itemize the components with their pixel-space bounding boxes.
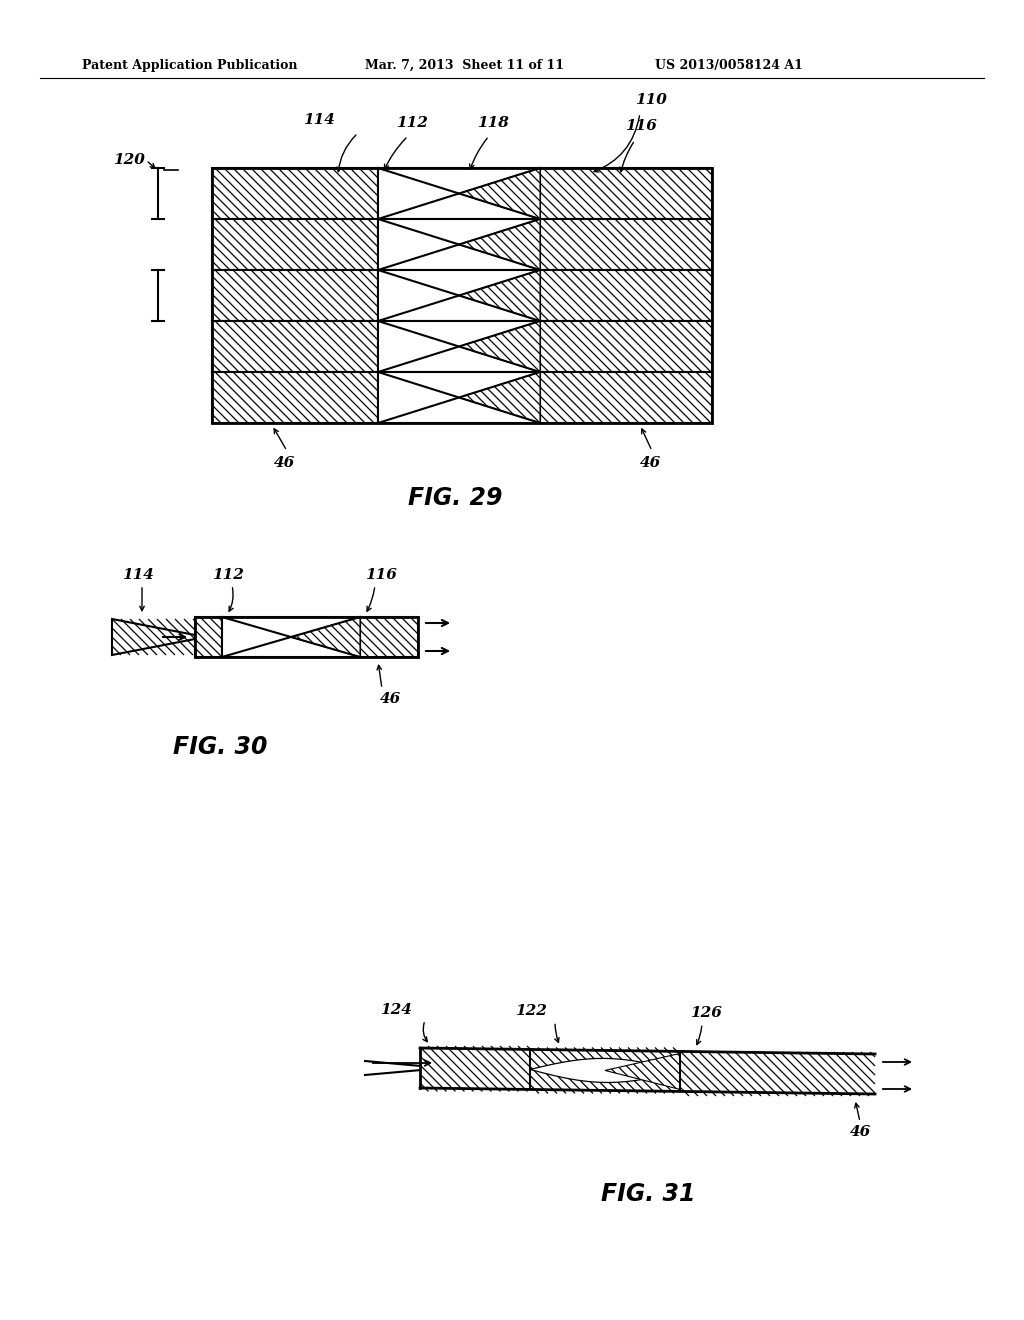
Bar: [212, 168, 378, 219]
Polygon shape: [459, 271, 540, 321]
Text: 110: 110: [635, 92, 667, 107]
Text: 112: 112: [396, 116, 428, 129]
Bar: [378, 372, 540, 422]
Text: 46: 46: [380, 692, 401, 706]
Text: 126: 126: [690, 1006, 722, 1020]
Text: Patent Application Publication: Patent Application Publication: [82, 58, 298, 71]
Bar: [378, 271, 540, 321]
Bar: [540, 271, 712, 321]
Bar: [378, 219, 540, 271]
Text: 120: 120: [113, 153, 144, 168]
Text: Mar. 7, 2013  Sheet 11 of 11: Mar. 7, 2013 Sheet 11 of 11: [365, 58, 564, 71]
Bar: [222, 616, 360, 657]
Bar: [540, 372, 712, 422]
Text: 46: 46: [274, 455, 295, 470]
Polygon shape: [459, 219, 540, 271]
Polygon shape: [291, 616, 360, 657]
Bar: [212, 372, 378, 422]
Text: 124: 124: [380, 1003, 412, 1016]
Polygon shape: [112, 619, 195, 655]
Text: 112: 112: [212, 568, 244, 582]
Text: 116: 116: [625, 119, 656, 133]
Bar: [360, 616, 418, 657]
Polygon shape: [680, 1052, 874, 1094]
Polygon shape: [459, 372, 540, 422]
Text: 122: 122: [515, 1005, 547, 1019]
Text: FIG. 30: FIG. 30: [173, 735, 267, 759]
Bar: [540, 219, 712, 271]
Text: 46: 46: [640, 455, 662, 470]
Bar: [212, 271, 378, 321]
Bar: [212, 219, 378, 271]
Bar: [378, 321, 540, 372]
Polygon shape: [459, 168, 540, 219]
Text: 46: 46: [850, 1125, 871, 1139]
Bar: [212, 321, 378, 372]
Polygon shape: [605, 1053, 680, 1089]
Text: FIG. 29: FIG. 29: [408, 486, 502, 510]
Bar: [195, 616, 418, 657]
Polygon shape: [420, 1048, 530, 1089]
Text: 116: 116: [365, 568, 397, 582]
Bar: [540, 168, 712, 219]
Bar: [195, 616, 222, 657]
Text: US 2013/0058124 A1: US 2013/0058124 A1: [655, 58, 803, 71]
Text: 114: 114: [122, 568, 154, 582]
Text: 118: 118: [477, 116, 509, 129]
Bar: [540, 321, 712, 372]
Bar: [212, 168, 712, 422]
Polygon shape: [459, 321, 540, 372]
Text: 114: 114: [303, 114, 335, 127]
Polygon shape: [530, 1059, 680, 1082]
Bar: [378, 168, 540, 219]
Text: FIG. 31: FIG. 31: [601, 1181, 695, 1206]
